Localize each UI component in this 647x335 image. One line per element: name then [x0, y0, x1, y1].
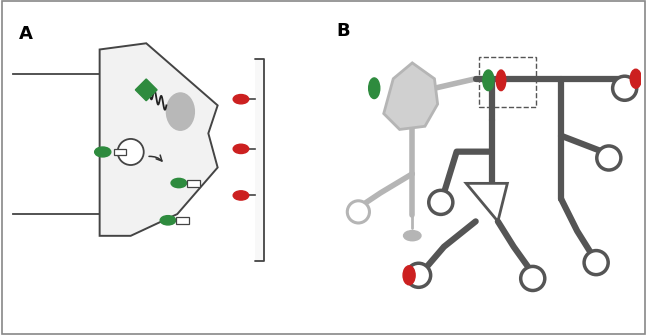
- Bar: [114, 149, 126, 155]
- Ellipse shape: [233, 94, 248, 104]
- Circle shape: [406, 263, 431, 287]
- Polygon shape: [384, 63, 437, 129]
- Bar: [255, 59, 264, 261]
- Bar: [176, 217, 189, 224]
- Ellipse shape: [171, 178, 186, 188]
- Circle shape: [613, 76, 637, 100]
- Circle shape: [429, 190, 453, 214]
- Circle shape: [347, 201, 369, 223]
- Ellipse shape: [94, 147, 111, 157]
- Text: B: B: [336, 22, 350, 40]
- Ellipse shape: [630, 69, 641, 88]
- Bar: [186, 180, 200, 187]
- Ellipse shape: [233, 191, 248, 200]
- Circle shape: [118, 139, 144, 165]
- Ellipse shape: [496, 70, 506, 91]
- Ellipse shape: [369, 78, 380, 98]
- Text: A: A: [19, 25, 33, 43]
- Ellipse shape: [404, 230, 421, 241]
- Circle shape: [584, 251, 608, 275]
- Polygon shape: [466, 183, 507, 221]
- Circle shape: [521, 266, 545, 290]
- Ellipse shape: [483, 70, 494, 91]
- Polygon shape: [135, 79, 157, 101]
- Polygon shape: [100, 43, 217, 236]
- Ellipse shape: [166, 93, 194, 130]
- Ellipse shape: [233, 144, 248, 153]
- Bar: [479, 57, 536, 107]
- Ellipse shape: [160, 216, 176, 225]
- Circle shape: [597, 146, 621, 170]
- Ellipse shape: [403, 266, 415, 285]
